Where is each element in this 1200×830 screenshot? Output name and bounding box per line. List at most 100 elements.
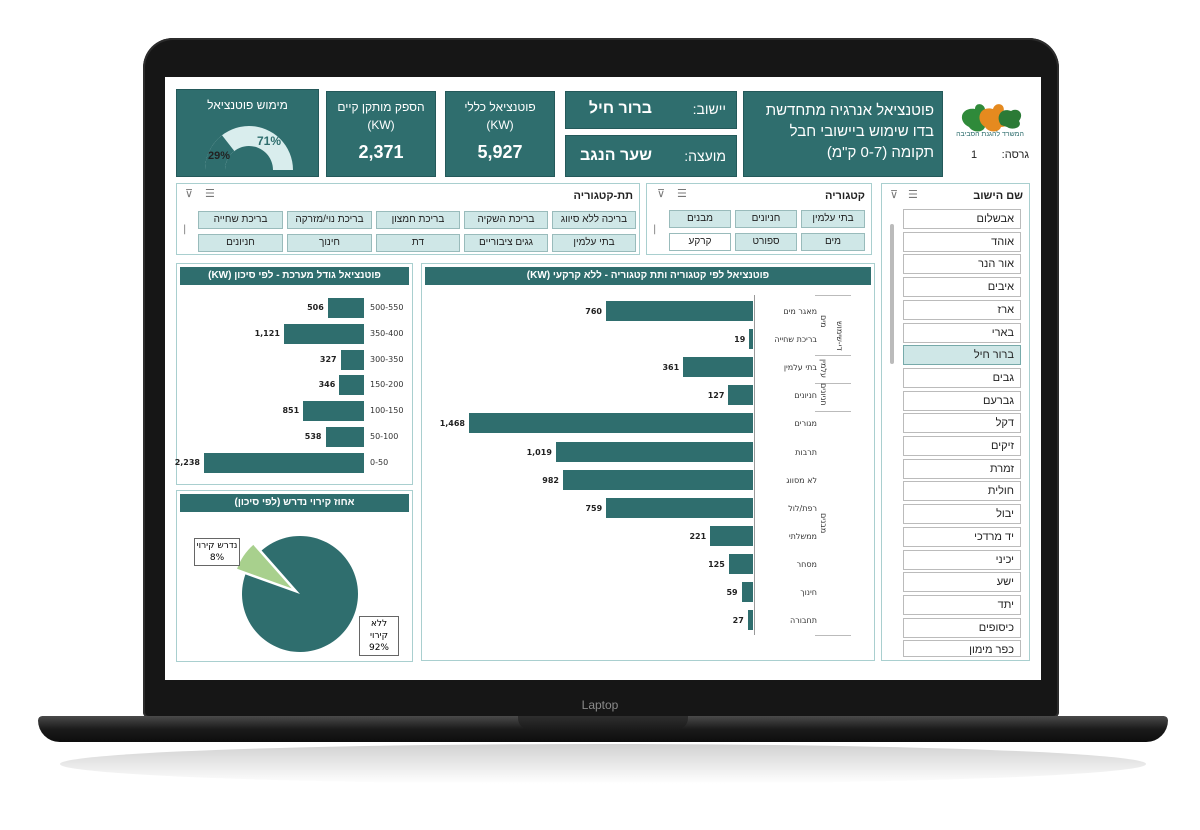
pie-label-required-name: נדרש קירוי xyxy=(196,541,238,551)
realization-gauge xyxy=(204,126,293,170)
category-button-6[interactable]: קרקע xyxy=(669,233,731,251)
settlement-item[interactable]: בארי xyxy=(903,322,1021,343)
subcategory-slicer-title: תת-קטגוריה xyxy=(573,190,633,202)
category-bar xyxy=(606,497,753,518)
subcategory-button-9[interactable]: חינוך xyxy=(287,234,372,252)
clear-filter-icon[interactable]: ⊽ xyxy=(657,187,666,200)
roofing-pie-chart xyxy=(237,535,358,652)
laptop-notch xyxy=(518,716,688,730)
category-bar-label: חניונים xyxy=(794,391,817,401)
settlement-item[interactable]: חולית xyxy=(903,481,1021,502)
settlement-item[interactable]: אוהד xyxy=(903,231,1021,252)
category-bar xyxy=(555,441,753,462)
category-bar-value: 19 xyxy=(734,335,746,345)
category-bar-value: 125 xyxy=(708,559,725,569)
settlement-item[interactable]: ארז xyxy=(903,299,1021,320)
category-bar-label: מסחר xyxy=(796,559,817,569)
category-chart-title: פוטנציאל לפי קטגוריה ותת קטגוריה - ללא ק… xyxy=(425,267,871,285)
settlement-item[interactable]: אבשלום xyxy=(903,209,1021,229)
multi-select-icon[interactable]: ☰ xyxy=(205,187,215,200)
subcategory-button-8[interactable]: דת xyxy=(376,234,460,252)
multi-select-icon[interactable]: ☰ xyxy=(677,187,687,200)
category-bar xyxy=(563,469,753,490)
roofing-chart-title: אחוז קירוי נדרש (לפי סיכון) xyxy=(180,494,409,512)
settlement-item[interactable]: דקל xyxy=(903,413,1021,434)
subcategory-button-3[interactable]: בריכת חמצון xyxy=(376,211,460,229)
settlement-item[interactable]: איבים xyxy=(903,277,1021,298)
size-bar xyxy=(283,323,364,344)
settlement-item[interactable]: כיסופים xyxy=(903,617,1021,638)
settlement-slicer-scrollbar[interactable] xyxy=(890,224,894,364)
category-bar xyxy=(749,329,753,350)
clear-filter-icon[interactable]: ⊽ xyxy=(890,188,899,201)
subcategory-button-2[interactable]: בריכת השקיה xyxy=(464,211,548,229)
settlement-item[interactable]: כפר מימון xyxy=(903,640,1021,657)
category-group-divider xyxy=(815,383,851,384)
size-bar-value: 851 xyxy=(282,406,300,416)
category-button-3[interactable]: מבנים xyxy=(669,210,731,228)
size-bar-value: 346 xyxy=(318,380,336,390)
category-bar-label: מאגר מים xyxy=(783,307,817,316)
slicer-scroll-icon[interactable]: | xyxy=(183,224,187,235)
category-bar-value: 221 xyxy=(689,531,707,541)
category-bar-label: לא מסווג xyxy=(786,475,817,485)
subcategory-button-5[interactable]: בריכת שחייה xyxy=(198,211,283,229)
council-card: מועצה: שער הנגב xyxy=(565,135,737,177)
size-bar-category: 50-100 xyxy=(370,432,399,441)
clear-filter-icon[interactable]: ⊽ xyxy=(185,187,194,200)
pie-slice-none xyxy=(241,535,358,652)
size-bar-category: 350-400 xyxy=(370,328,404,338)
slicer-scroll-icon[interactable]: | xyxy=(653,224,657,235)
pie-label-none-name: ללא קירוי xyxy=(370,619,388,641)
subcategory-button-1[interactable]: בריכה ללא סיווג xyxy=(552,211,636,229)
settlement-slicer-title: שם הישוב xyxy=(973,190,1023,202)
pie-slice-required xyxy=(237,544,292,589)
category-bar-value: 27 xyxy=(732,616,744,626)
settlement-item[interactable]: גברעם xyxy=(903,390,1021,411)
settlement-item[interactable]: יד מרדכי xyxy=(903,526,1021,547)
settlement-item[interactable]: ישע xyxy=(903,572,1021,593)
installed-capacity-label: הספק מותקן קיים (KW) xyxy=(337,100,425,132)
settlement-item[interactable]: יבול xyxy=(903,504,1021,525)
category-bar-label: רפת/לול xyxy=(788,503,817,513)
settlement-item[interactable]: יתד xyxy=(903,594,1021,615)
settlement-item[interactable]: יכיני xyxy=(903,549,1021,570)
settlement-item[interactable]: זיקים xyxy=(903,436,1021,456)
multi-select-icon[interactable]: ☰ xyxy=(908,188,918,201)
category-bar xyxy=(683,357,753,378)
installed-capacity-value: 2,371 xyxy=(358,142,404,162)
category-bar-value: 59 xyxy=(726,588,738,597)
size-bar-category: 0-50 xyxy=(370,457,389,467)
version-value: 1 xyxy=(971,149,978,161)
category-bar-label: ממשלתי xyxy=(788,531,817,541)
category-bar xyxy=(469,413,753,434)
group-label-cemetery: עלמין xyxy=(819,359,828,378)
settlement-item[interactable]: אור הנר xyxy=(903,254,1021,275)
ministry-name: המשרד להגנת הסביבה xyxy=(956,131,1024,138)
size-chart-title: פוטנציאל גודל מערכת - לפי סיכון (KW) xyxy=(180,267,409,285)
pie-label-none: ללא קירוי 92% xyxy=(359,616,399,656)
dashboard-title-card: פוטנציאל אנרגיה מתחדשת בדו שימוש ביישובי… xyxy=(743,91,943,177)
settlement-item[interactable]: זמרת xyxy=(903,458,1021,479)
category-button-1[interactable]: בתי עלמין xyxy=(801,210,865,228)
remaining-percent: 71% xyxy=(257,134,282,148)
settlement-item-selected[interactable]: ברור חיל xyxy=(903,345,1021,366)
settlement-item[interactable]: גבים xyxy=(903,367,1021,388)
category-bar-label: בתי עלמין xyxy=(783,363,817,373)
ministry-logo xyxy=(955,99,1027,141)
category-bar-label: מגורים xyxy=(794,419,817,429)
subcategory-button-7[interactable]: גגים ציבוריים xyxy=(464,234,548,252)
realization-card: מימוש פוטנציאל 29% 71% xyxy=(176,89,319,177)
category-button-5[interactable]: ספורט xyxy=(735,233,797,251)
size-bar xyxy=(325,427,364,447)
subcategory-button-10[interactable]: חניונים xyxy=(198,234,283,252)
installed-capacity-card: הספק מותקן קיים (KW) 2,371 xyxy=(326,91,436,177)
category-bar-label: תחבורה xyxy=(789,616,817,626)
category-bar-value: 1,468 xyxy=(439,419,465,429)
subcategory-button-4[interactable]: בריכת נוי/מזרקה xyxy=(287,211,372,229)
group-label-water: מים xyxy=(819,315,828,328)
subcategory-button-6[interactable]: בתי עלמין xyxy=(552,234,636,252)
category-button-4[interactable]: מים xyxy=(801,233,865,251)
pie-label-none-value: 92% xyxy=(368,643,389,653)
category-button-2[interactable]: חניונים xyxy=(735,210,797,228)
